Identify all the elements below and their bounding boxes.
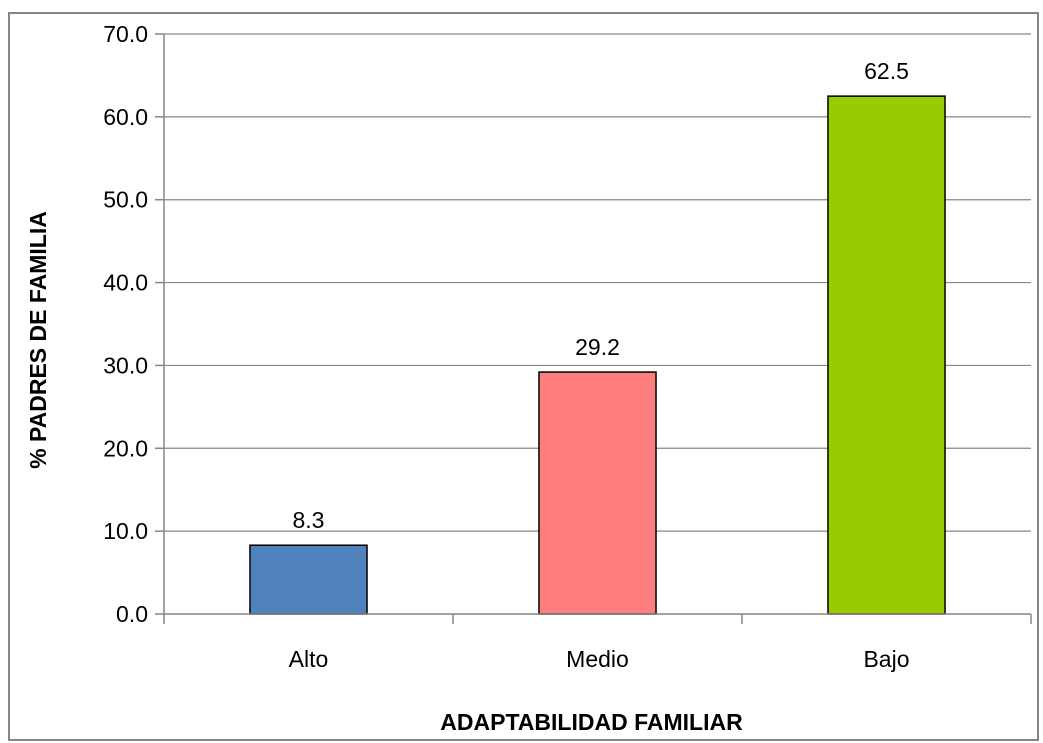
labels: 0.0 10.0 20.0 30.0 40.0 50.0 60.0 70.0 8.3 Alto 29…	[103, 21, 909, 672]
y-tick-label: 50.0	[103, 187, 148, 213]
y-tick-label: 40.0	[103, 270, 148, 296]
x-tick-label-medio: Medio	[566, 646, 629, 672]
x-axis-title: ADAPTABILIDAD FAMILIAR	[440, 709, 743, 735]
y-axis-title: % PADRES DE FAMILIA	[25, 211, 51, 469]
y-tick-label: 60.0	[103, 104, 148, 130]
y-tick-label: 30.0	[103, 352, 148, 378]
axes	[163, 34, 1031, 615]
data-label-medio: 29.2	[575, 334, 620, 360]
bar-bajo	[827, 95, 946, 615]
bar-alto	[249, 544, 368, 615]
y-tick-label: 70.0	[103, 21, 148, 47]
y-tick-label: 20.0	[103, 435, 148, 461]
data-label-alto: 8.3	[293, 507, 325, 533]
y-tick-label: 10.0	[103, 518, 148, 544]
bars	[249, 95, 946, 615]
x-tick-label-alto: Alto	[289, 646, 329, 672]
data-label-bajo: 62.5	[864, 58, 909, 84]
y-tick-label: 0.0	[116, 601, 148, 627]
x-tick-label-bajo: Bajo	[863, 646, 909, 672]
bar-medio	[538, 371, 657, 615]
